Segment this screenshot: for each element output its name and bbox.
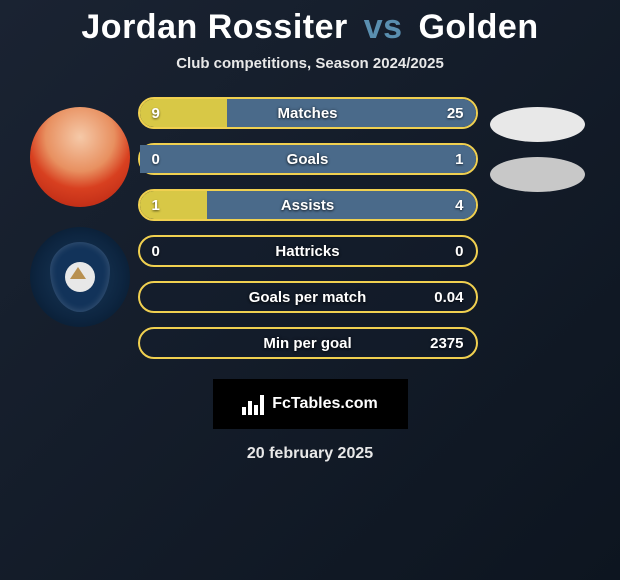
stat-right-value: 0 [455,243,463,260]
player2-name: Golden [418,8,538,46]
club-badge [30,227,130,327]
right-column [478,97,598,207]
ellipse-badge [490,107,585,142]
stat-label: Goals [287,151,329,168]
stat-bar-min-per-goal: Min per goal 2375 [138,327,478,359]
stat-label: Goals per match [249,289,367,306]
stat-label: Hattricks [275,243,339,260]
stat-right-value: 25 [447,105,464,122]
date-text: 20 february 2025 [247,445,373,463]
stat-right-value: 2375 [430,335,463,352]
stat-right-value: 4 [455,197,463,214]
stat-fill-right [227,99,476,127]
club-shield-icon [50,242,110,312]
vs-text: vs [364,8,403,46]
stat-left-value: 1 [152,197,160,214]
page-title: Jordan Rossiter vs Golden [81,8,538,47]
stat-bar-hattricks: 0 Hattricks 0 [138,235,478,267]
player1-name: Jordan Rossiter [81,8,347,46]
subtitle: Club competitions, Season 2024/2025 [176,55,444,72]
stats-column: 9 Matches 25 0 Goals 1 1 Assists 4 0 Hattricks 0 Goa… [138,97,478,359]
stat-label: Matches [277,105,337,122]
stat-label: Min per goal [263,335,351,352]
player-avatar [30,107,130,207]
branding-text: FcTables.com [272,395,378,413]
stat-fill-right [207,191,476,219]
stat-label: Assists [281,197,334,214]
stat-right-value: 1 [455,151,463,168]
stat-fill-left [140,191,207,219]
stat-right-value: 0.04 [434,289,463,306]
owl-icon [65,262,95,292]
stat-bar-goals: 0 Goals 1 [138,143,478,175]
player-image [30,107,130,207]
club-image [30,227,130,327]
branding-box: FcTables.com [213,379,408,429]
bar-chart-icon [242,393,264,415]
stat-left-value: 0 [152,151,160,168]
infographic-container: Jordan Rossiter vs Golden Club competiti… [0,0,620,580]
stat-left-value: 9 [152,105,160,122]
stat-bar-goals-per-match: Goals per match 0.04 [138,281,478,313]
stat-bar-matches: 9 Matches 25 [138,97,478,129]
stat-bar-assists: 1 Assists 4 [138,189,478,221]
stats-area: 9 Matches 25 0 Goals 1 1 Assists 4 0 Hattricks 0 Goa… [0,97,620,359]
stat-left-value: 0 [152,243,160,260]
ellipse-badge [490,157,585,192]
left-column [23,97,138,347]
